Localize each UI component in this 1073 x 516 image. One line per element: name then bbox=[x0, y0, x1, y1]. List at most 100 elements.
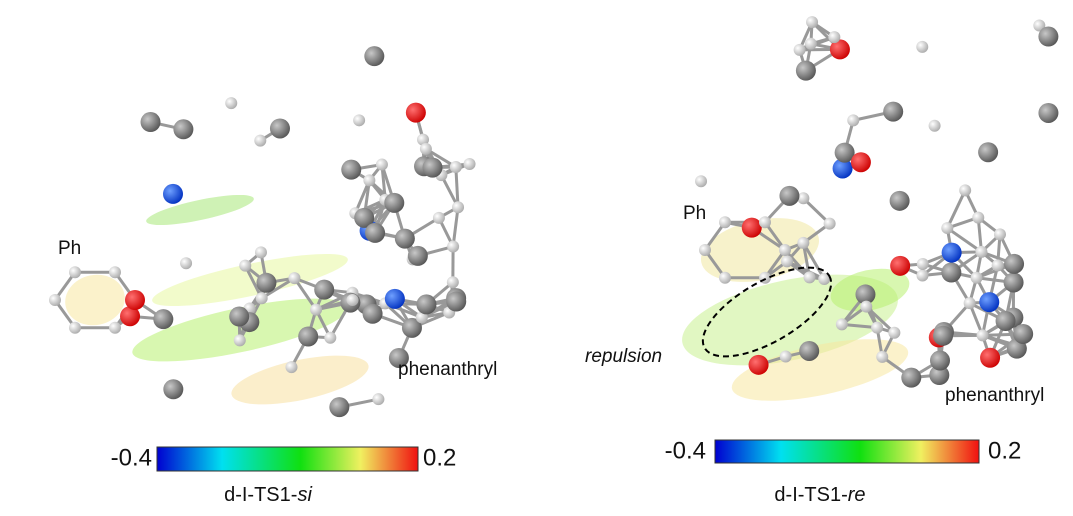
atom bbox=[901, 368, 921, 388]
atom bbox=[69, 266, 81, 278]
atom bbox=[416, 294, 436, 314]
atom bbox=[173, 119, 193, 139]
atom bbox=[49, 294, 61, 306]
atom bbox=[719, 272, 731, 284]
atom bbox=[385, 289, 405, 309]
atom bbox=[992, 259, 1004, 271]
atom bbox=[452, 201, 464, 213]
atom bbox=[941, 222, 953, 234]
atom bbox=[941, 263, 961, 283]
atom bbox=[980, 348, 1000, 368]
atom bbox=[406, 103, 426, 123]
atom bbox=[917, 258, 929, 270]
atom bbox=[270, 118, 290, 138]
atom bbox=[699, 244, 711, 256]
caption: d-I-TS1-si bbox=[224, 484, 312, 506]
atom bbox=[779, 244, 791, 256]
atom bbox=[464, 158, 476, 170]
atom bbox=[876, 351, 888, 363]
atom bbox=[408, 246, 428, 266]
atom bbox=[975, 246, 987, 258]
atom bbox=[780, 351, 792, 363]
caption: d-I-TS1-re bbox=[774, 484, 865, 506]
atom bbox=[804, 271, 816, 283]
atom bbox=[163, 379, 183, 399]
atom bbox=[153, 309, 173, 329]
caption-italic: re bbox=[848, 484, 866, 506]
atom bbox=[847, 114, 859, 126]
atom bbox=[742, 218, 762, 238]
phenanthryl-label: phenanthryl bbox=[945, 385, 1044, 406]
atom bbox=[163, 184, 183, 204]
atom bbox=[254, 135, 266, 147]
atom bbox=[141, 112, 161, 132]
atom bbox=[942, 243, 962, 263]
atom bbox=[860, 301, 872, 313]
atom bbox=[288, 272, 300, 284]
atom bbox=[329, 397, 349, 417]
atom bbox=[836, 318, 848, 330]
atom bbox=[971, 272, 983, 284]
atom bbox=[979, 292, 999, 312]
atom bbox=[994, 228, 1006, 240]
atom bbox=[420, 143, 432, 155]
atom bbox=[1038, 27, 1058, 47]
atom bbox=[796, 61, 816, 81]
atom bbox=[759, 216, 771, 228]
atom bbox=[364, 46, 384, 66]
atom bbox=[781, 255, 793, 267]
atom bbox=[229, 307, 249, 327]
colorbar bbox=[715, 440, 979, 463]
atom bbox=[109, 322, 121, 334]
surface bbox=[144, 189, 256, 231]
atom bbox=[824, 218, 836, 230]
atom bbox=[1013, 324, 1033, 344]
atom bbox=[450, 161, 462, 173]
atom bbox=[1038, 103, 1058, 123]
atom bbox=[794, 44, 806, 56]
atom bbox=[749, 355, 769, 375]
atom bbox=[805, 38, 817, 50]
caption-prefix: d-I-TS1- bbox=[774, 484, 847, 506]
atom bbox=[972, 212, 984, 224]
atom bbox=[447, 276, 459, 288]
colorbar bbox=[157, 447, 418, 471]
atom bbox=[363, 174, 375, 186]
atom bbox=[883, 102, 903, 122]
atom bbox=[314, 280, 334, 300]
atom bbox=[888, 327, 900, 339]
atom bbox=[324, 332, 336, 344]
atom bbox=[256, 273, 276, 293]
atom bbox=[298, 326, 318, 346]
atom bbox=[341, 160, 361, 180]
atom bbox=[930, 351, 950, 371]
atom bbox=[69, 322, 81, 334]
atom bbox=[996, 311, 1016, 331]
atom bbox=[916, 269, 928, 281]
atom bbox=[719, 216, 731, 228]
atom bbox=[384, 193, 404, 213]
atom bbox=[225, 97, 237, 109]
atom bbox=[363, 304, 383, 324]
atom bbox=[1004, 272, 1024, 292]
atom bbox=[978, 142, 998, 162]
atom bbox=[964, 297, 976, 309]
atom bbox=[695, 175, 707, 187]
atom bbox=[234, 334, 246, 346]
atom bbox=[433, 212, 445, 224]
atom bbox=[890, 256, 910, 276]
atom bbox=[423, 158, 443, 178]
atom bbox=[446, 292, 466, 312]
atom bbox=[916, 41, 928, 53]
atom bbox=[1004, 254, 1024, 274]
atom bbox=[395, 229, 415, 249]
atom bbox=[959, 184, 971, 196]
molecule-art bbox=[49, 16, 1058, 417]
figure: Ph phenanthryl -0.4 0.2 d-I-TS1-si Ph ph… bbox=[0, 0, 1073, 516]
atom bbox=[310, 304, 322, 316]
atom bbox=[239, 260, 251, 272]
atom bbox=[285, 361, 297, 373]
ph-label: Ph bbox=[683, 203, 706, 224]
caption-prefix: d-I-TS1- bbox=[224, 484, 297, 506]
atom bbox=[779, 186, 799, 206]
